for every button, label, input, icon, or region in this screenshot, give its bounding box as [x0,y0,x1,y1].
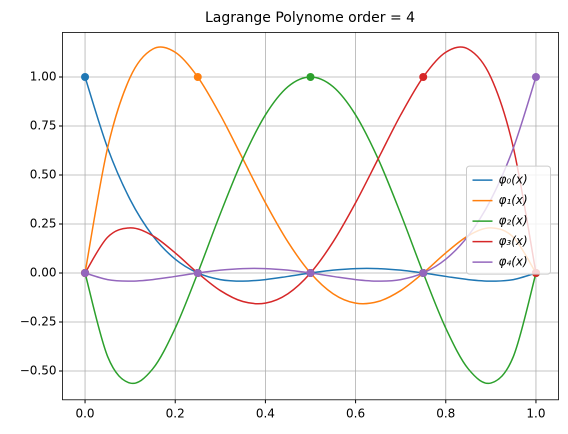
x-tick-label: 0.8 [436,406,455,420]
node-marker [419,73,428,82]
legend-label: φ₂(x) [499,214,528,228]
y-tick-label: 0.50 [30,168,57,182]
x-tick-label: 0.0 [75,406,94,420]
x-tick-label: 0.4 [256,406,275,420]
node-marker [531,73,540,82]
y-tick-label: 0.00 [30,265,57,279]
y-tick-label: 0.25 [30,216,57,230]
x-tick-label: 1.0 [526,406,545,420]
legend-label: φ₀(x) [499,173,528,187]
y-tick-label: 0.75 [30,119,57,133]
legend-box [466,165,551,275]
node-marker [81,268,90,277]
series-line [84,46,537,305]
node-marker [193,268,202,277]
node-marker [81,73,90,82]
y-tick-label: 1.00 [30,70,57,84]
legend-label: φ₁(x) [499,193,528,207]
legend-label: φ₃(x) [499,234,528,248]
series-line [84,46,537,305]
node-marker [193,73,202,82]
chart-title: Lagrange Polynome order = 4 [205,10,415,26]
node-marker [306,73,315,82]
legend-label: φ₄(x) [499,255,528,269]
legend: φ₀(x) φ₁(x) φ₂(x) φ₃(x) φ₄(x) [466,165,551,275]
node-marker [419,268,428,277]
x-tick-label: 0.6 [346,406,365,420]
y-tick-label: −0.25 [20,314,57,328]
axes-frame [62,32,559,401]
plot-area [62,32,559,400]
node-marker [306,268,315,277]
y-tick-label: −0.50 [20,363,57,377]
x-tick-label: 0.2 [166,406,185,420]
